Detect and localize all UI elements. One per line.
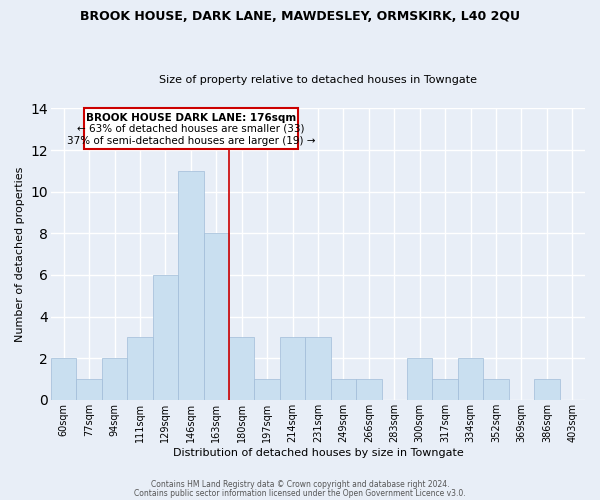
Bar: [178, 171, 203, 400]
Bar: [254, 379, 280, 400]
Bar: [102, 358, 127, 400]
Bar: [229, 338, 254, 400]
Text: BROOK HOUSE DARK LANE: 176sqm: BROOK HOUSE DARK LANE: 176sqm: [86, 113, 296, 123]
Y-axis label: Number of detached properties: Number of detached properties: [15, 166, 25, 342]
X-axis label: Distribution of detached houses by size in Towngate: Distribution of detached houses by size …: [173, 448, 463, 458]
Bar: [203, 234, 229, 400]
Bar: [51, 358, 76, 400]
Bar: [356, 379, 382, 400]
Bar: [534, 379, 560, 400]
Bar: [483, 379, 509, 400]
Bar: [127, 338, 152, 400]
Bar: [76, 379, 102, 400]
Bar: [458, 358, 483, 400]
Title: Size of property relative to detached houses in Towngate: Size of property relative to detached ho…: [159, 76, 477, 86]
Bar: [280, 338, 305, 400]
Text: BROOK HOUSE, DARK LANE, MAWDESLEY, ORMSKIRK, L40 2QU: BROOK HOUSE, DARK LANE, MAWDESLEY, ORMSK…: [80, 10, 520, 23]
Bar: [407, 358, 433, 400]
Text: 37% of semi-detached houses are larger (19) →: 37% of semi-detached houses are larger (…: [67, 136, 315, 146]
Bar: [152, 275, 178, 400]
Text: ← 63% of detached houses are smaller (33): ← 63% of detached houses are smaller (33…: [77, 124, 305, 134]
Bar: [331, 379, 356, 400]
Text: Contains public sector information licensed under the Open Government Licence v3: Contains public sector information licen…: [134, 488, 466, 498]
Bar: [433, 379, 458, 400]
Bar: [305, 338, 331, 400]
FancyBboxPatch shape: [84, 108, 298, 149]
Text: Contains HM Land Registry data © Crown copyright and database right 2024.: Contains HM Land Registry data © Crown c…: [151, 480, 449, 489]
